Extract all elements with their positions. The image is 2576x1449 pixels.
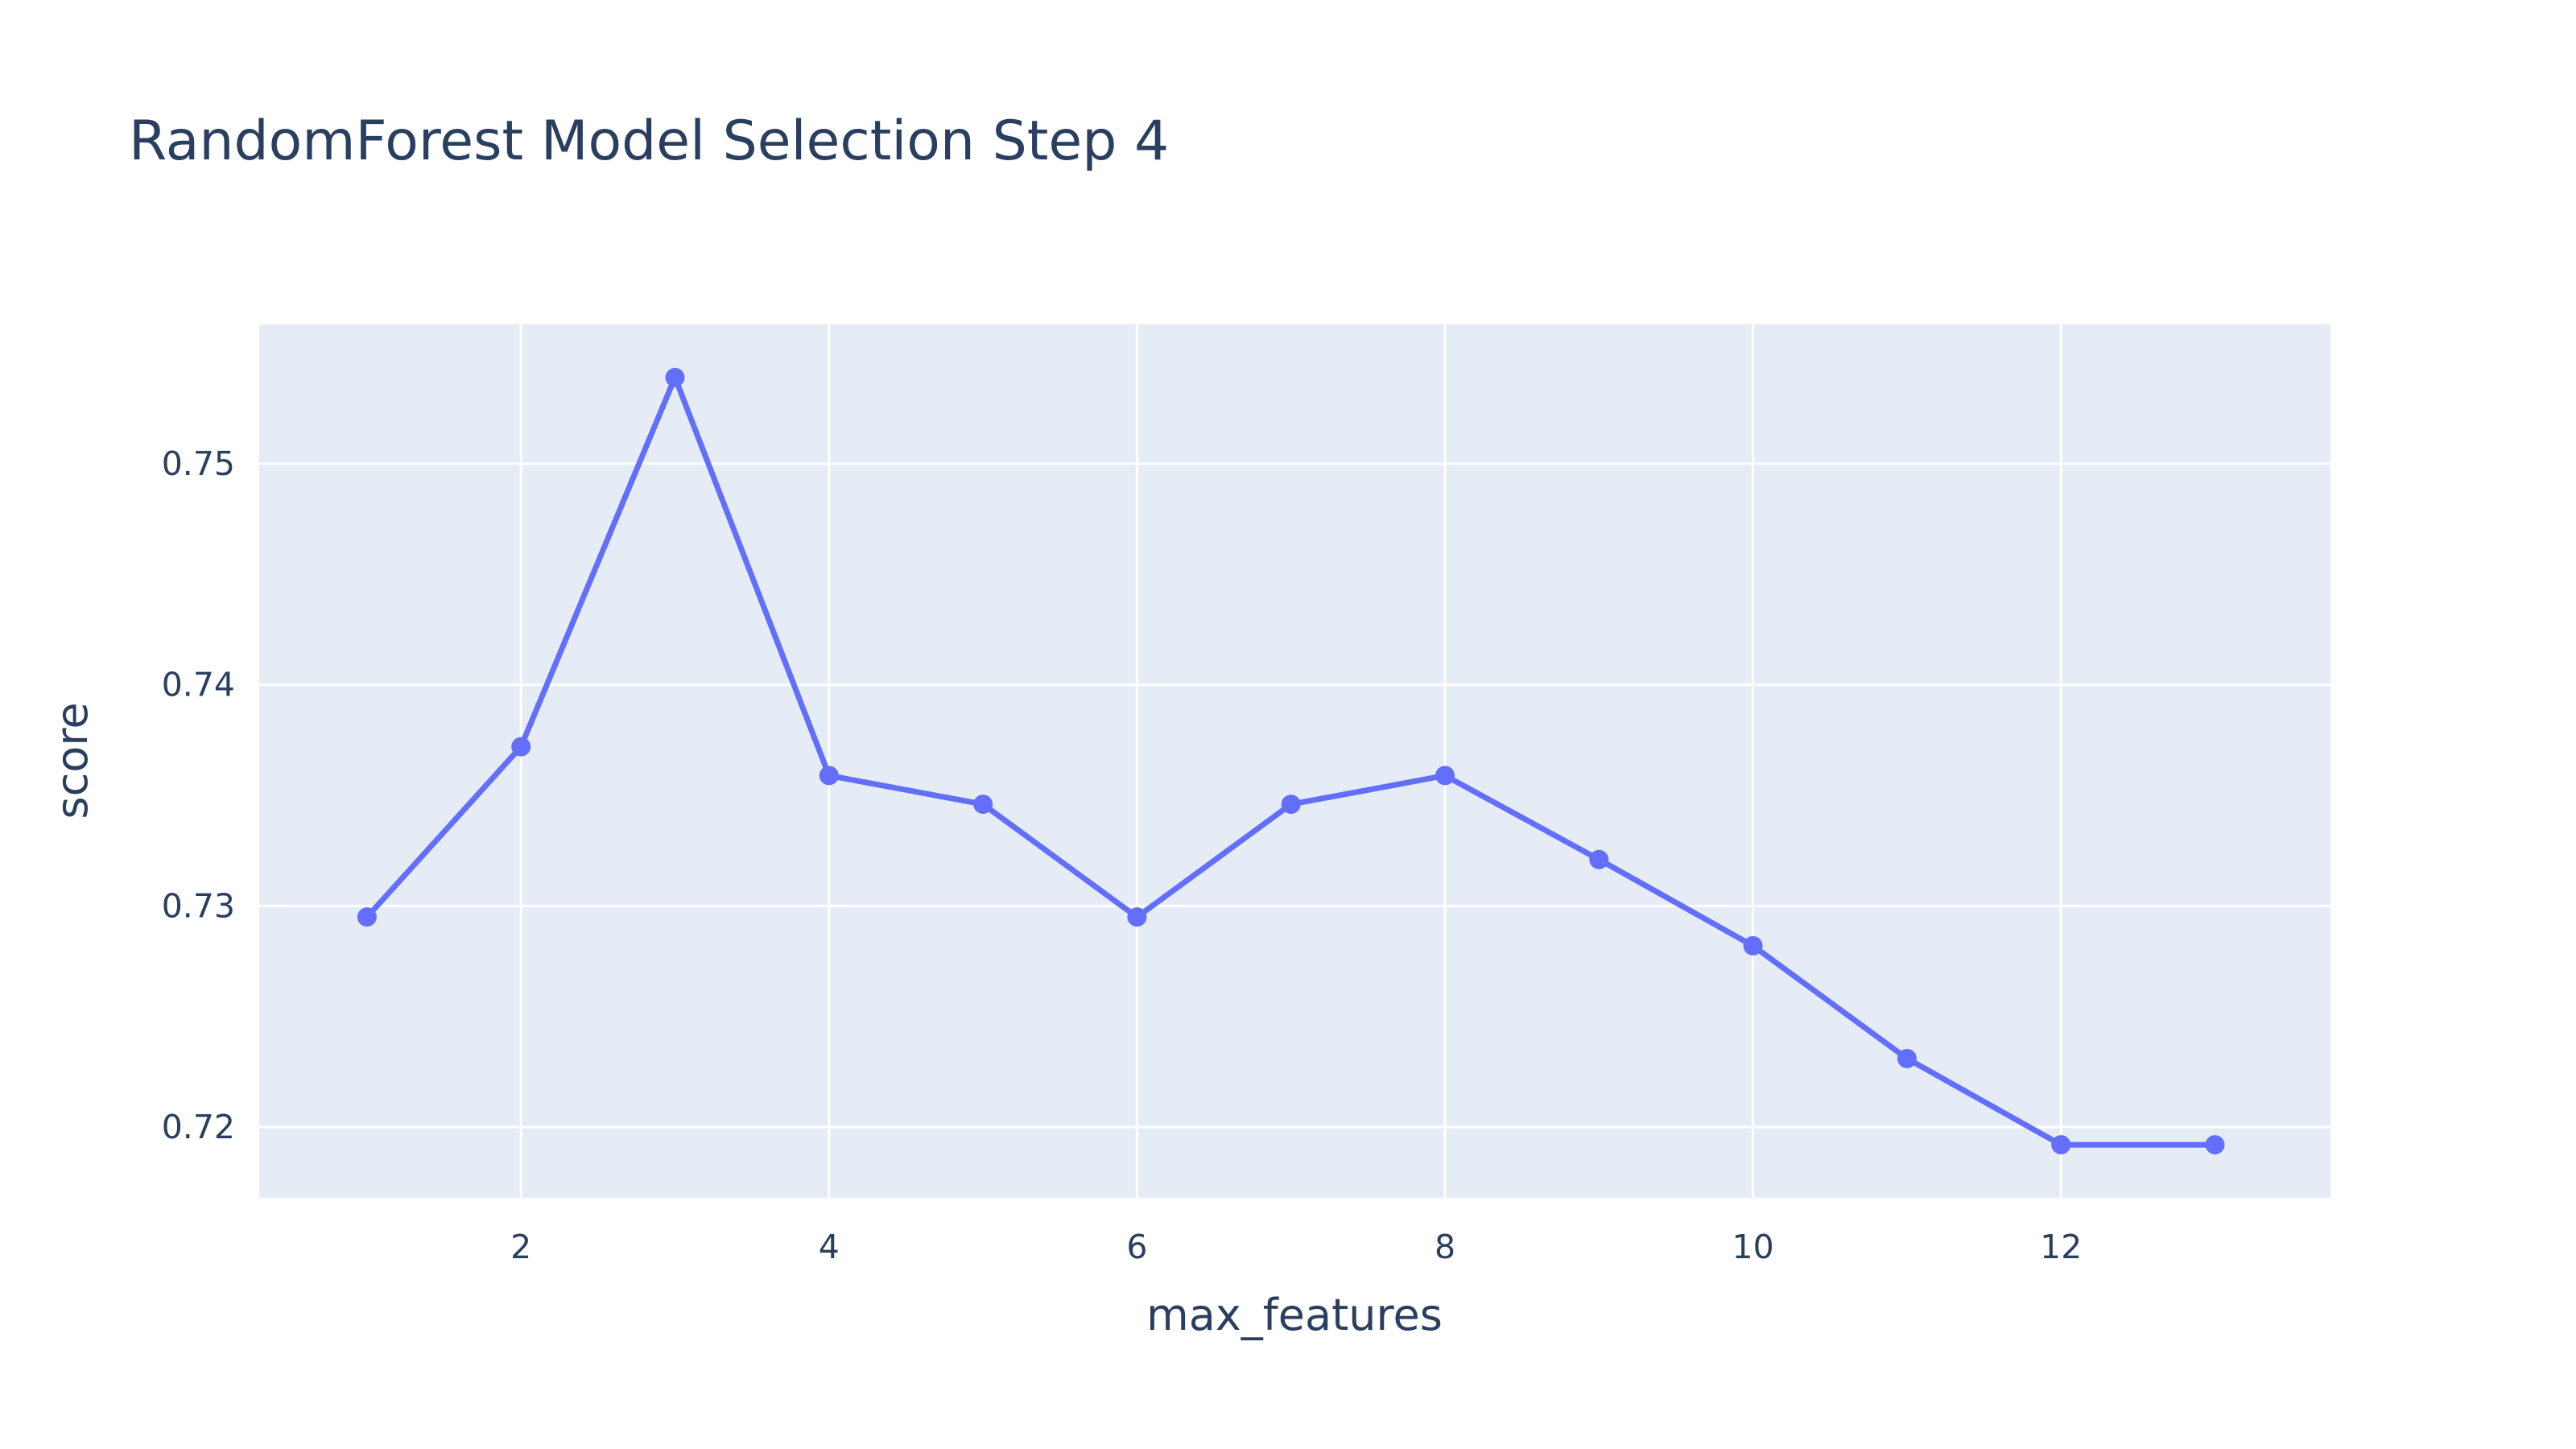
data-point xyxy=(665,367,685,387)
data-point xyxy=(1127,907,1147,927)
data-point xyxy=(1281,795,1301,815)
plot-area xyxy=(259,324,2330,1198)
x-tick-label: 6 xyxy=(1126,1228,1147,1266)
data-point xyxy=(357,907,377,927)
y-tick-label: 0.75 xyxy=(162,444,235,483)
x-tick-label: 10 xyxy=(1732,1228,1774,1266)
data-point xyxy=(2051,1135,2071,1155)
data-point xyxy=(973,795,993,815)
data-point xyxy=(819,766,839,786)
data-point xyxy=(1435,766,1455,786)
y-axis-title: score xyxy=(47,702,97,819)
chart-title: RandomForest Model Selection Step 4 xyxy=(129,109,1169,173)
x-axis-title: max_features xyxy=(1146,1290,1443,1340)
data-point xyxy=(2205,1135,2225,1155)
x-tick-label: 4 xyxy=(819,1228,840,1266)
x-axis-ticks: 2 4 6 8 10 12 xyxy=(510,1228,2082,1266)
y-tick-label: 0.73 xyxy=(162,886,235,925)
gridlines xyxy=(259,324,2330,1198)
x-tick-label: 2 xyxy=(510,1228,531,1266)
data-point xyxy=(1589,849,1609,869)
x-tick-label: 12 xyxy=(2040,1228,2082,1266)
data-point xyxy=(511,737,531,757)
data-point xyxy=(1897,1048,1917,1068)
data-series xyxy=(357,367,2225,1155)
y-tick-label: 0.72 xyxy=(162,1108,235,1146)
y-tick-label: 0.74 xyxy=(162,666,235,704)
y-axis-ticks: 0.72 0.73 0.74 0.75 xyxy=(162,444,235,1146)
x-tick-label: 8 xyxy=(1435,1228,1455,1266)
data-point xyxy=(1743,935,1763,956)
